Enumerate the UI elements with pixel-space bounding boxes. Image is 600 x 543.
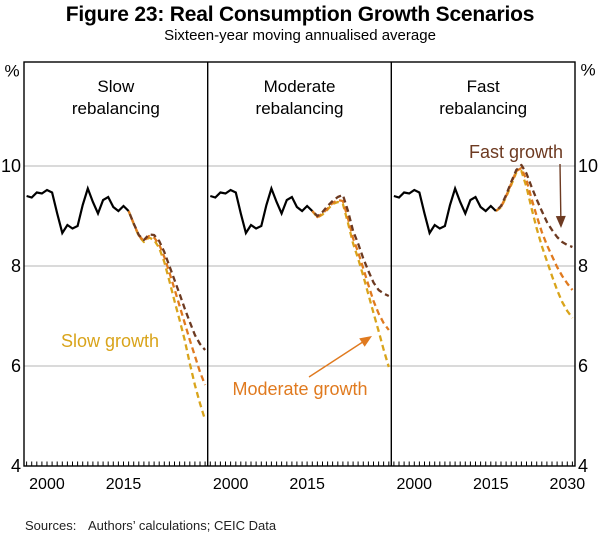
y-axis-label-right-10: 10 <box>578 156 599 176</box>
scenario-line-slow_growth <box>311 200 390 368</box>
annotation-arrowhead <box>555 215 566 228</box>
panel-title-slow: Slow rebalancing <box>25 76 207 120</box>
panel-title-line: Moderate <box>263 77 336 96</box>
percent-symbol-right: % <box>580 60 596 80</box>
annotation-moderate_growth: Moderate growth <box>232 379 368 399</box>
scenario-line-moderate_growth <box>311 198 390 331</box>
y-axis-label-right-6: 6 <box>578 356 589 376</box>
annotation-arrow-stem <box>559 163 562 223</box>
panel-title-line: rebalancing <box>255 99 344 118</box>
scenario-line-slow_growth <box>127 210 207 421</box>
annotation-fast_growth: Fast growth <box>468 142 564 162</box>
y-axis-label-left-8: 8 <box>10 256 21 276</box>
scenario-line-fast_growth <box>127 210 206 351</box>
panel-title-line: rebalancing <box>71 99 160 118</box>
x-axis-year-label-2015: 2015 <box>473 476 509 493</box>
percent-symbol-left: % <box>4 61 20 81</box>
panel-title-line: Slow <box>97 77 135 96</box>
y-axis-label-left-4: 4 <box>10 456 21 476</box>
annotation-slow_growth: Slow growth <box>60 331 160 351</box>
historical-line <box>209 185 314 236</box>
panel-title-moderate: Moderate rebalancing <box>209 76 391 120</box>
panel-title-fast: Fast rebalancing <box>392 76 574 120</box>
y-axis-label-left-6: 6 <box>10 356 21 376</box>
historical-line <box>26 185 130 236</box>
y-axis-label-right-4: 4 <box>578 456 589 476</box>
historical-line <box>393 185 497 236</box>
y-axis-label-right-8: 8 <box>578 256 589 276</box>
x-axis-year-label-2030: 2030 <box>549 476 586 493</box>
figure-subtitle: Sixteen-year moving annualised average <box>164 27 436 44</box>
panel-title-line: rebalancing <box>439 99 528 118</box>
annotation-arrowhead <box>359 336 372 347</box>
scenario-line-moderate_growth <box>127 210 207 386</box>
scenario-line-fast_growth <box>311 193 390 298</box>
y-axis-label-left-10: 10 <box>0 156 21 176</box>
x-axis-year-label-2015: 2015 <box>105 476 142 493</box>
sources-label: Sources: <box>25 518 77 533</box>
plot-frame <box>23 61 576 467</box>
x-axis-year-label-2000: 2000 <box>29 476 65 493</box>
sources-text: Authors’ calculations; CEIC Data <box>88 518 277 533</box>
panel-title-line: Fast <box>466 77 500 96</box>
annotation-arrow-stem <box>308 338 368 378</box>
scenario-line-fast_growth <box>495 163 573 249</box>
figure-title: Figure 23: Real Consumption Growth Scena… <box>65 3 535 26</box>
x-axis-year-label-2000: 2000 <box>396 476 433 493</box>
x-axis-year-label-2000: 2000 <box>212 476 249 493</box>
x-axis-year-label-2015: 2015 <box>289 476 325 493</box>
